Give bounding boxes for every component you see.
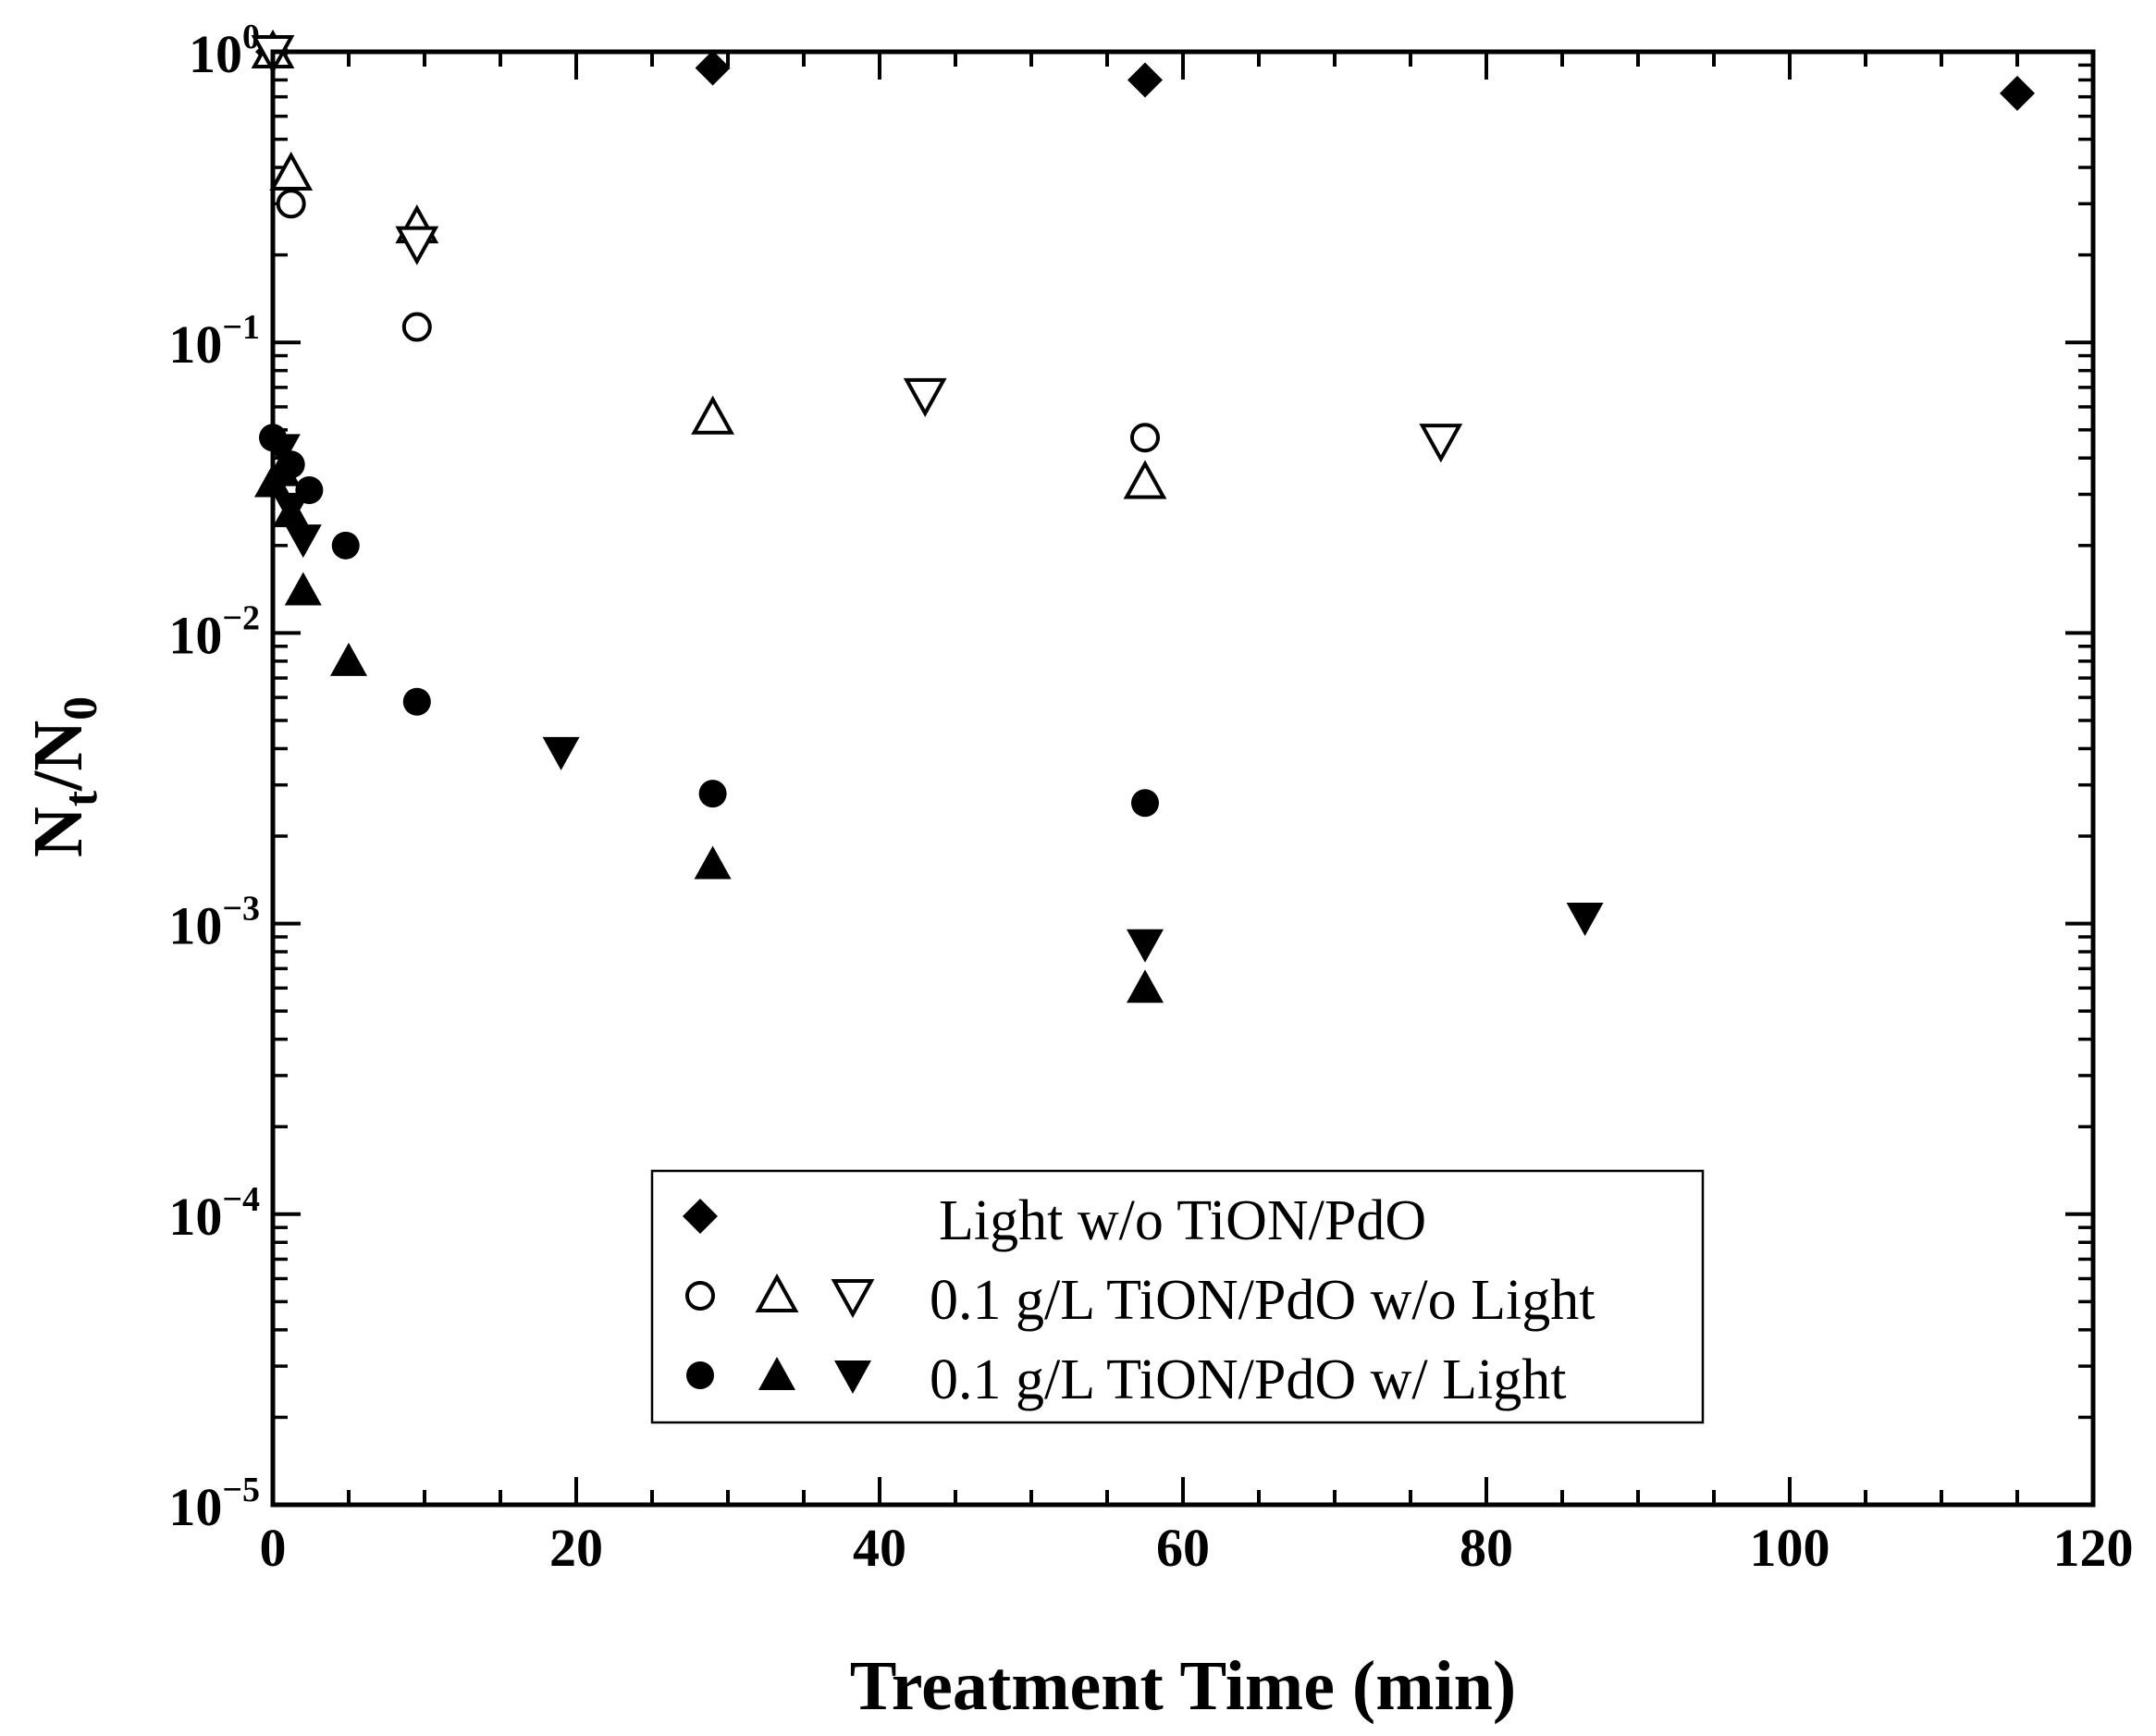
plot-frame bbox=[270, 49, 2096, 1508]
data-point bbox=[395, 226, 439, 265]
y-tick-label: 10−3 bbox=[168, 890, 260, 956]
legend-marker bbox=[755, 1273, 799, 1312]
legend-marker bbox=[831, 1279, 875, 1319]
data-point bbox=[698, 780, 727, 808]
data-point bbox=[1131, 789, 1159, 818]
legend-marker bbox=[758, 1357, 795, 1390]
minor-ticks bbox=[273, 52, 2093, 1505]
y-axis-label-sub1: t bbox=[55, 790, 107, 806]
x-tick-label: 0 bbox=[260, 1518, 287, 1578]
y-tick-label: 10−1 bbox=[168, 308, 260, 375]
series-3 bbox=[251, 35, 1463, 463]
y-axis-label-main: N bbox=[19, 806, 97, 857]
data-point bbox=[1123, 460, 1167, 499]
x-tick-label: 80 bbox=[1460, 1518, 1513, 1578]
legend-marker bbox=[685, 1281, 715, 1311]
y-axis-label: Nt/N0 bbox=[19, 696, 107, 857]
legend: Light w/o TiON/PdO 0.1 g/L TiON/PdO w/o … bbox=[650, 1169, 1705, 1424]
legend-label-light-only: Light w/o TiON/PdO bbox=[939, 1189, 1426, 1252]
data-point bbox=[284, 524, 322, 559]
y-tick-label: 100 bbox=[189, 18, 260, 84]
data-point bbox=[903, 377, 947, 418]
data-point bbox=[542, 736, 580, 770]
data-point bbox=[1127, 929, 1164, 963]
data-point bbox=[330, 642, 367, 676]
x-tick-label: 60 bbox=[1156, 1518, 1210, 1578]
x-tick-label: 40 bbox=[853, 1518, 906, 1578]
legend-marker bbox=[683, 1199, 718, 1234]
legend-marker bbox=[834, 1360, 871, 1394]
data-point bbox=[272, 492, 310, 526]
data-point bbox=[331, 531, 360, 560]
y-tick-label: 10−5 bbox=[168, 1471, 260, 1537]
data-point bbox=[276, 189, 306, 219]
data-point bbox=[1419, 424, 1463, 463]
x-tick-label: 100 bbox=[1750, 1518, 1830, 1578]
data-point bbox=[1127, 62, 1163, 98]
data-point bbox=[402, 687, 431, 716]
x-tick-labels: 0 20 40 60 80 100 120 bbox=[260, 1518, 2134, 1578]
y-tick-label: 10−2 bbox=[168, 598, 260, 665]
data-point bbox=[2000, 75, 2035, 111]
y-axis-label-slash: /N bbox=[19, 720, 97, 792]
data-point bbox=[1130, 423, 1160, 453]
data-point bbox=[401, 312, 432, 342]
legend-label-light: 0.1 g/L TiON/PdO w/ Light bbox=[930, 1348, 1566, 1411]
legend-label-dark: 0.1 g/L TiON/PdO w/o Light bbox=[930, 1269, 1595, 1332]
data-point bbox=[1566, 902, 1604, 936]
legend-box bbox=[650, 1169, 1705, 1424]
x-tick-label: 20 bbox=[549, 1518, 603, 1578]
data-point bbox=[695, 50, 731, 86]
data-point bbox=[691, 395, 734, 435]
data-points bbox=[251, 29, 2035, 1003]
data-point bbox=[694, 845, 732, 880]
y-tick-label: 10−4 bbox=[168, 1180, 260, 1247]
data-point bbox=[1127, 969, 1164, 1003]
x-tick-label: 120 bbox=[2053, 1518, 2134, 1578]
y-axis-label-sub2: 0 bbox=[55, 696, 107, 720]
x-axis-label: Treatment Time (min) bbox=[850, 1647, 1516, 1725]
data-point bbox=[284, 572, 322, 606]
y-tick-labels: 100 10−1 10−2 10−3 10−4 10−5 bbox=[168, 18, 260, 1537]
data-point bbox=[269, 151, 314, 191]
legend-marker bbox=[686, 1361, 714, 1389]
